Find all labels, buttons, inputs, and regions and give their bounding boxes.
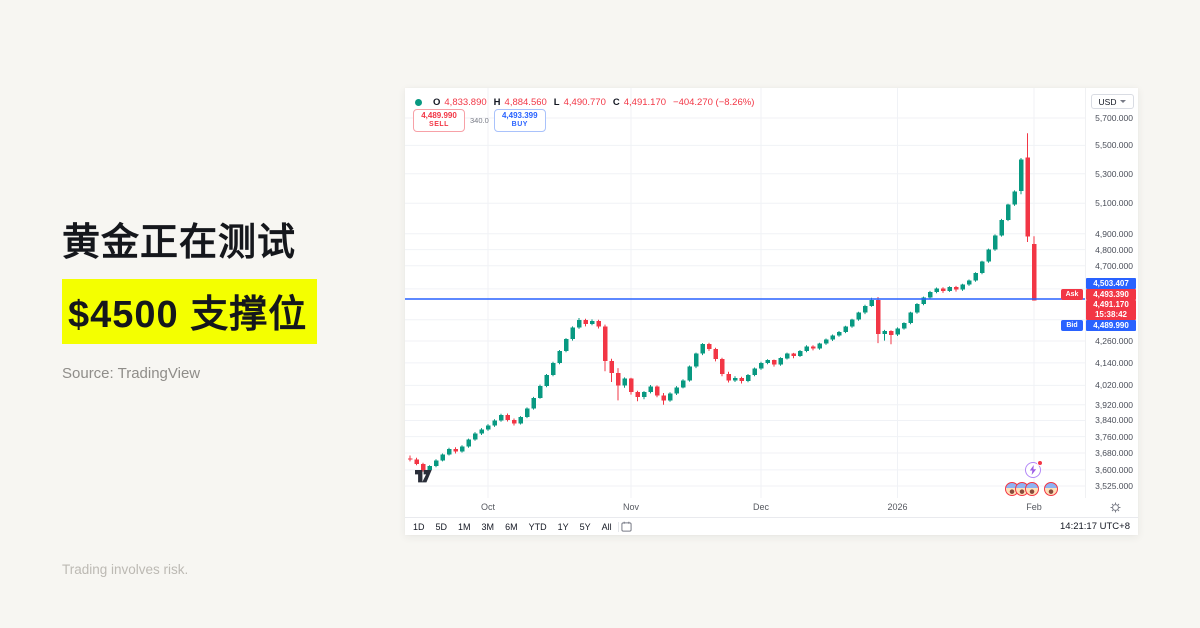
time-axis[interactable]: Oct Nov Dec 2026 Feb xyxy=(405,498,1138,517)
price-tick: 3,680.000 xyxy=(1095,448,1133,459)
price-tick: 3,840.000 xyxy=(1095,415,1133,426)
range-button-all[interactable]: All xyxy=(601,521,612,532)
chevron-down-icon xyxy=(1120,100,1127,103)
minds-lightning-icon[interactable] xyxy=(1025,460,1043,479)
sell-price: 4,489.990 xyxy=(421,111,457,121)
time-tick-dec: Dec xyxy=(752,502,770,512)
candlestick-plot[interactable] xyxy=(405,88,1085,498)
bid-tag: Bid xyxy=(1061,320,1083,331)
headline: 黄金正在测试 $4500 支撑位 xyxy=(62,218,318,345)
ohlc-legend: O 4,833.890 H 4,884.560 L 4,490.770 C 4,491.… xyxy=(415,95,754,109)
time-tick-nov: Nov xyxy=(622,502,640,512)
time-tick-feb: Feb xyxy=(1026,502,1042,512)
low-label: L xyxy=(553,96,560,108)
currency-value: USD xyxy=(1098,96,1117,107)
price-axis[interactable]: USD 5,700.000 5,500.000 5,300.000 5,100.000… xyxy=(1085,88,1138,498)
ask-price-label: 4,493.390 xyxy=(1086,289,1136,300)
range-button-ytd[interactable]: YTD xyxy=(528,521,547,532)
tradingview-logo-icon[interactable] xyxy=(415,470,436,488)
bid-price-label: 4,489.990 xyxy=(1086,320,1136,331)
source-credit: Source: TradingView xyxy=(62,365,201,382)
calendar-icon[interactable] xyxy=(621,521,632,532)
order-buttons-row: 4,489.990 SELL 340.0 4,493.399 BUY xyxy=(413,109,546,132)
range-button-3m[interactable]: 3M xyxy=(481,521,495,532)
price-tick: 4,020.000 xyxy=(1095,380,1133,391)
emoji-reactions[interactable] xyxy=(1005,482,1058,496)
scream-emoji-icon xyxy=(1044,482,1058,496)
price-tick: 5,300.000 xyxy=(1095,168,1133,179)
price-tick: 3,760.000 xyxy=(1095,431,1133,442)
price-tick: 5,100.000 xyxy=(1095,198,1133,209)
change-value: −404.270 (−8.26%) xyxy=(673,96,755,108)
currency-dropdown[interactable]: USD xyxy=(1091,94,1134,109)
time-tick-oct: Oct xyxy=(480,502,496,512)
range-button-5d[interactable]: 5D xyxy=(435,521,448,532)
range-button-1m[interactable]: 1M xyxy=(458,521,471,532)
high-label: H xyxy=(493,96,501,108)
range-button-1y[interactable]: 1Y xyxy=(557,521,569,532)
open-value: 4,833.890 xyxy=(444,96,487,108)
range-button-1d[interactable]: 1D xyxy=(413,521,425,532)
support-line-price-label: 4,503.407 xyxy=(1086,278,1136,289)
range-button-6m[interactable]: 6M xyxy=(505,521,518,532)
buy-price: 4,493.399 xyxy=(501,111,538,121)
price-tick: 4,800.000 xyxy=(1095,244,1133,255)
price-tick: 4,260.000 xyxy=(1095,335,1133,346)
sell-label: SELL xyxy=(429,121,449,129)
range-button-5y[interactable]: 5Y xyxy=(579,521,591,532)
risk-disclaimer: Trading involves risk. xyxy=(62,562,189,577)
notification-dot xyxy=(1037,460,1043,466)
price-tick: 3,525.000 xyxy=(1095,481,1133,491)
sell-button[interactable]: 4,489.990 SELL xyxy=(413,109,465,132)
scream-emoji-icon xyxy=(1025,482,1039,496)
buy-button[interactable]: 4,493.399 BUY xyxy=(493,109,546,132)
bar-countdown: 15:38:42 xyxy=(1094,310,1128,319)
server-clock[interactable]: 14:21:17 UTC+8 xyxy=(1060,521,1130,532)
price-tick: 4,700.000 xyxy=(1095,260,1133,271)
ask-tag: Ask xyxy=(1061,289,1083,300)
price-tick: 3,600.000 xyxy=(1095,464,1133,475)
date-range-switcher: 1D 5D 1M 3M 6M YTD 1Y 5Y All xyxy=(413,522,612,532)
price-tick: 5,700.000 xyxy=(1095,113,1133,123)
open-label: O xyxy=(433,96,441,108)
price-tick: 3,920.000 xyxy=(1095,399,1133,410)
close-label: C xyxy=(612,96,620,108)
time-tick-2026: 2026 xyxy=(887,502,908,512)
close-value: 4,491.170 xyxy=(623,96,667,108)
price-tick: 4,140.000 xyxy=(1095,357,1133,368)
last-price-value: 4,491.170 xyxy=(1093,300,1129,310)
price-tick: 5,500.000 xyxy=(1095,140,1133,151)
gear-icon[interactable] xyxy=(1110,500,1121,518)
low-value: 4,490.770 xyxy=(563,96,606,108)
high-value: 4,884.560 xyxy=(504,96,547,108)
candles-svg xyxy=(405,88,1085,498)
toolbar-divider xyxy=(617,521,619,532)
buy-label: BUY xyxy=(511,121,528,129)
price-tick: 4,900.000 xyxy=(1095,228,1133,239)
lightning-circle xyxy=(1025,462,1041,478)
headline-line2-highlight: $4500 支撑位 xyxy=(62,279,318,345)
last-price-label: 4,491.170 15:38:42 xyxy=(1086,300,1136,320)
tradingview-chart-panel: O 4,833.890 H 4,884.560 L 4,490.770 C 4,491.… xyxy=(405,88,1138,535)
spread-value: 340.0 xyxy=(470,116,489,125)
chart-toolbar: 1D 5D 1M 3M 6M YTD 1Y 5Y All 14:21:17 UTC+8 xyxy=(405,517,1138,535)
headline-line1: 黄金正在测试 xyxy=(62,222,297,264)
symbol-status-dot xyxy=(415,98,422,106)
